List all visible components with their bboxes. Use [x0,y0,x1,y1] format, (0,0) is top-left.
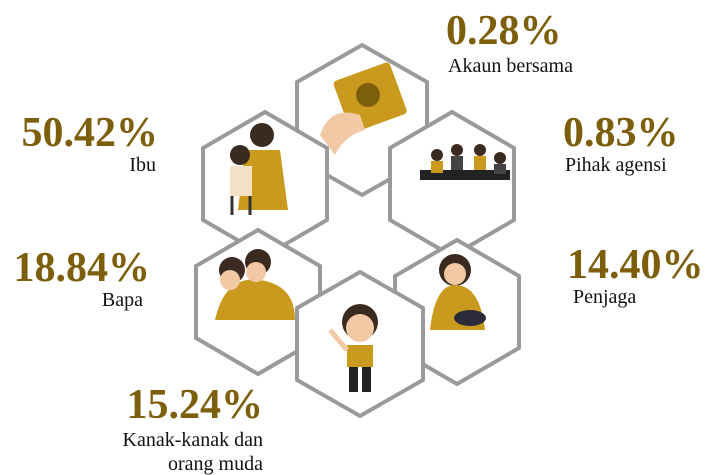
hex-bottom [295,269,425,419]
illustrations [215,62,510,392]
percent: 14.40% [567,242,704,288]
icon-money [320,62,407,155]
label: Ibu [129,154,156,176]
label: orang muda [168,453,263,475]
percent: 0.28% [446,8,562,54]
label: Pihak agensi [565,154,667,176]
icon-agency [420,144,510,180]
percent: 50.42% [22,110,159,156]
icon-mother [230,123,288,215]
percent: 0.83% [563,110,679,156]
labels: 0.28% Akaun bersama 50.42% Ibu 0.83% Pih… [14,8,704,475]
label: Kanak-kanak dan [123,429,264,451]
percent: 15.24% [127,382,264,428]
label: Penjaga [573,286,636,308]
icon-guardian [430,254,486,330]
icon-child [328,304,378,392]
label: Bapa [102,289,143,311]
percent: 18.84% [14,245,151,291]
label: Akaun bersama [448,55,573,77]
icon-father [215,249,295,320]
